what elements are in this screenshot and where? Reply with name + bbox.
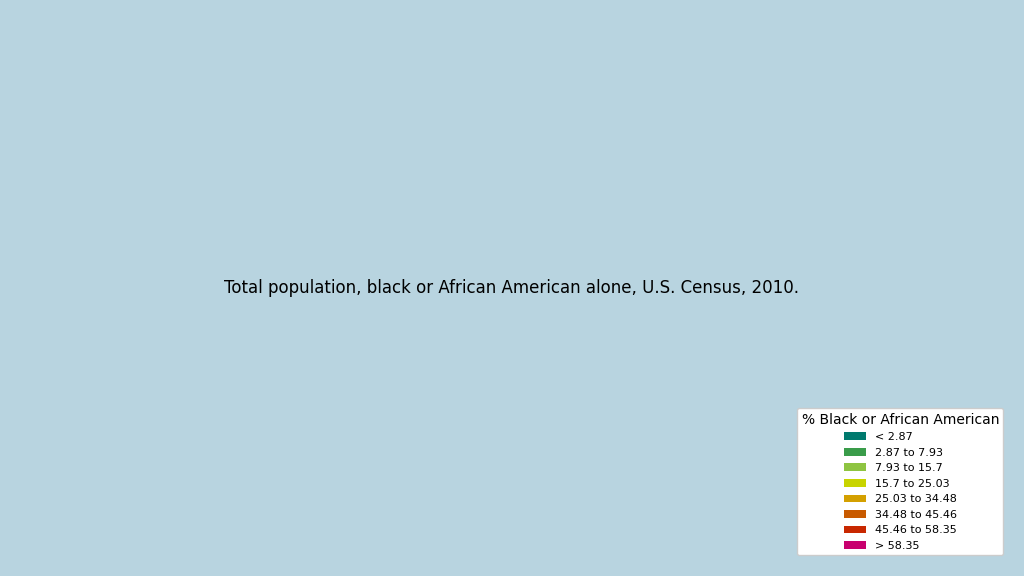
- Text: Total population, black or African American alone, U.S. Census, 2010.: Total population, black or African Ameri…: [224, 279, 800, 297]
- Legend: < 2.87, 2.87 to 7.93, 7.93 to 15.7, 15.7 to 25.03, 25.03 to 34.48, 34.48 to 45.4: < 2.87, 2.87 to 7.93, 7.93 to 15.7, 15.7…: [797, 408, 1004, 555]
